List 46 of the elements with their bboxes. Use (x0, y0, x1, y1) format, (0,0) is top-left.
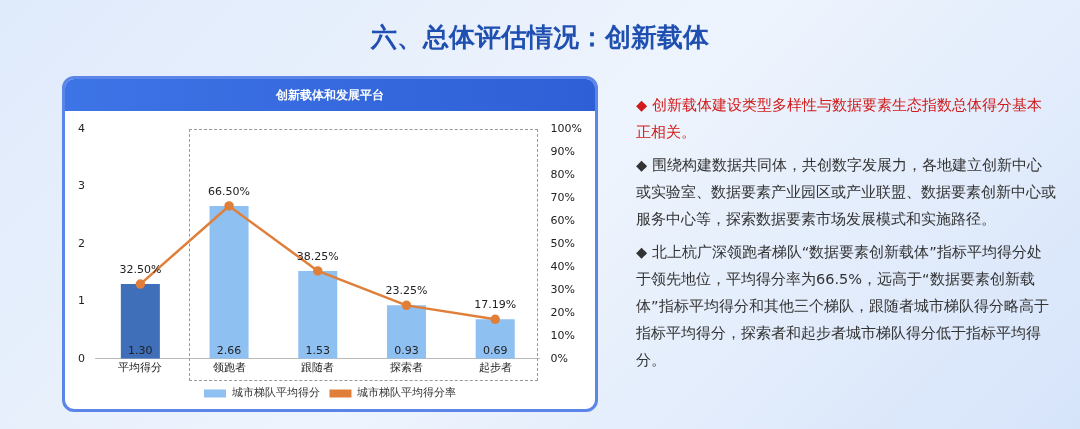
data-label: 17.19% (474, 298, 517, 312)
y2-tick-label: 100% (550, 121, 583, 135)
data-label: 66.50% (208, 184, 251, 198)
data-label: 0.69 (482, 343, 508, 357)
data-label: 38.25% (296, 249, 339, 263)
point (224, 201, 234, 211)
text: ◆ 围绕构建数据共同体，共创数字发展力，各地建立创新中心或实验室、数据要素产业园区或产业联盟、数据要素创新中心或服务中心等，探索数据要素市场发展模式和实施路径。 (636, 156, 1056, 229)
data-label: 2.66 (216, 343, 242, 357)
x-tick-label: 探索者 (389, 361, 423, 375)
y2-tick-label: 40% (550, 259, 576, 273)
x-tick-label: 跟随者 (301, 361, 335, 375)
data-label: 23.25% (385, 284, 428, 298)
y-tick-label: 2 (78, 236, 85, 250)
x-tick-label: 起步者 (478, 361, 512, 375)
data-label: 0.93 (394, 343, 419, 357)
y2-tick-label: 70% (550, 190, 576, 204)
y2-tick-label: 80% (550, 167, 576, 181)
bar (209, 205, 249, 359)
x-tick-label: 平均得分 (118, 361, 163, 375)
y2-tick-label: 20% (550, 305, 576, 319)
y2-tick-label: 10% (550, 328, 576, 342)
x-tick-label: 领跑者 (212, 361, 246, 375)
point (135, 279, 146, 289)
legend-label: 城市梯队平均得分 (230, 386, 320, 400)
bar (298, 270, 338, 359)
point (313, 266, 323, 276)
y-tick-label: 4 (78, 121, 85, 135)
y2-tick-label: 30% (550, 282, 576, 296)
y-tick-label: 0 (78, 351, 85, 365)
data-label: 1.53 (305, 343, 331, 357)
y2-tick-label: 90% (550, 144, 576, 158)
y-tick-label: 1 (78, 294, 85, 308)
y-tick-label: 3 (78, 179, 85, 193)
y2-tick-label: 0% (550, 351, 569, 365)
data-label: 1.30 (128, 343, 153, 357)
bar (120, 284, 160, 359)
legend-label: 城市梯队平均得分率 (356, 386, 456, 400)
point (490, 314, 500, 325)
text: ◆ 创新载体建设类型多样性与数据要素生态指数总体得分基本正相关。 (636, 96, 1043, 142)
chart-subtitle: 创新载体和发展平台 (65, 79, 595, 111)
point (401, 300, 412, 311)
text: ◆ 北上杭广深领跑者梯队“数据要素创新载体”指标平均得分处于领先地位，平均得分率为66.5%，远高于“数据要素创新载体”指标平均得分和其他三个梯队，跟随者城市梯队得分略高于指标平均得分，探索者和起步者城市梯队得分低于指标平均得分。 (636, 243, 1050, 370)
y2-tick-label: 50% (550, 236, 576, 250)
bar (386, 305, 426, 359)
chart-title: 六、总体评估情况：创新载体 (369, 21, 710, 54)
y2-tick-label: 60% (550, 213, 576, 227)
